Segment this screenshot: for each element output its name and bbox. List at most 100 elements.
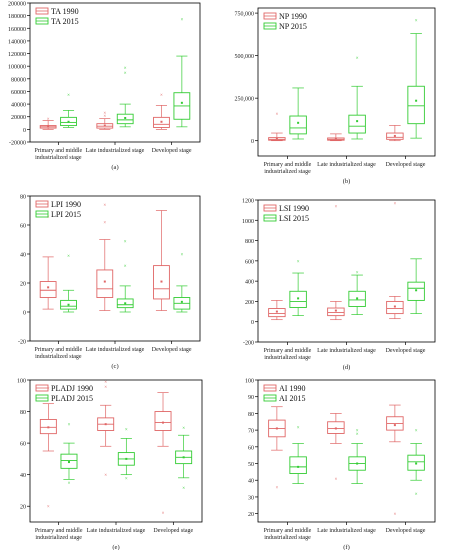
chart-panel: -200 0 200 400 600 800 1000 1200 Primary and mid… — [242, 199, 436, 371]
x-category-label: Late industrialized stage — [86, 347, 145, 353]
mean-marker — [297, 297, 300, 300]
outlier-marker: × — [124, 72, 127, 77]
y-tick-label: 40 — [20, 473, 26, 479]
mean-marker — [160, 280, 163, 283]
box-series2: ×× — [60, 423, 78, 487]
mean-marker — [67, 120, 70, 123]
y-tick-label: 0 — [23, 128, 26, 134]
box-series2: ×× — [116, 240, 134, 313]
box-series1: × — [39, 215, 57, 310]
box-iqr — [289, 456, 307, 475]
x-category-label: Late industrialized stage — [317, 528, 376, 534]
outlier-marker: × — [103, 111, 106, 116]
y-tick-label: 0 — [23, 311, 26, 317]
mean-marker — [356, 462, 359, 465]
box-series1: × — [268, 406, 286, 491]
chart-panel: -20000 0 20000 40000 60000 80000 100000 120000 1… — [8, 2, 201, 171]
panel-label: (a) — [111, 164, 118, 171]
outlier-marker: × — [162, 512, 165, 517]
mean-marker — [297, 465, 300, 468]
panel-label: (e) — [112, 544, 119, 550]
legend-entry: PLADJ 1990 — [51, 384, 93, 393]
box-iqr — [268, 308, 286, 318]
mean-marker — [67, 303, 70, 306]
outlier-marker: × — [125, 428, 128, 433]
x-category-label: Late industrialized stage — [87, 528, 146, 534]
chart-panel: 0 250,000 500,000 750,000 Primary and middle… — [235, 7, 436, 185]
box-series2: × — [173, 253, 191, 313]
y-tick-label: 400 — [245, 280, 254, 286]
y-tick-label: 500,000 — [235, 54, 255, 60]
y-tick-label: 20 — [20, 282, 26, 288]
box-series1 — [327, 133, 345, 142]
y-tick-label: 180000 — [8, 14, 26, 20]
legend-entry: TA 1990 — [51, 7, 79, 16]
box-series1: × — [327, 205, 345, 321]
box-series1: × — [154, 392, 172, 517]
mean-marker — [180, 101, 183, 104]
box-series1: × — [153, 94, 170, 130]
box-series1: × — [327, 413, 345, 483]
outlier-marker: × — [297, 426, 300, 431]
mean-marker — [334, 137, 337, 140]
outlier-marker: × — [124, 240, 127, 245]
box-iqr — [154, 411, 172, 431]
mean-marker — [356, 297, 359, 300]
y-tick-label: 80000 — [11, 77, 26, 83]
box-iqr — [289, 290, 307, 308]
legend-entry: PLADJ 2015 — [51, 394, 93, 403]
mean-marker — [124, 116, 127, 119]
x-category-label: Primary and middle — [264, 348, 312, 354]
box-iqr — [96, 269, 114, 298]
outlier-marker: × — [393, 202, 396, 207]
box-series2 — [289, 87, 307, 140]
outlier-marker: × — [393, 513, 396, 518]
outlier-marker: × — [415, 19, 418, 24]
outlier-marker: × — [103, 221, 106, 226]
box-series2: ×× — [407, 429, 425, 498]
y-tick-label: 40 — [248, 479, 254, 485]
y-tick-label: 40000 — [11, 103, 26, 109]
y-tick-label: 60000 — [11, 90, 26, 96]
y-tick-label: 0 — [251, 139, 254, 145]
outlier-marker: × — [356, 429, 359, 434]
mean-marker — [275, 310, 278, 313]
y-tick-label: 200000 — [8, 2, 26, 8]
box-series2: ×× — [116, 66, 134, 128]
box-iqr — [407, 85, 425, 125]
outlier-marker: × — [182, 486, 185, 491]
x-category-label: industrialized stage — [264, 535, 311, 541]
y-tick-label: 60 — [20, 442, 26, 448]
y-tick-label: 140000 — [8, 39, 26, 45]
outlier-marker: × — [180, 18, 183, 23]
box-series2: ×× — [117, 428, 135, 482]
legend-entry: LPI 2015 — [51, 210, 81, 219]
mean-marker — [297, 121, 300, 124]
mean-marker — [180, 300, 183, 303]
y-tick-label: 40 — [20, 253, 26, 259]
x-category-label: industrialized stage — [35, 155, 82, 161]
mean-marker — [415, 462, 418, 465]
y-tick-label: 100000 — [8, 65, 26, 71]
y-tick-label: 1200 — [242, 199, 254, 205]
mean-marker — [47, 125, 50, 128]
box-iqr — [348, 114, 366, 134]
x-category-label: Late industrialized stage — [317, 348, 376, 354]
outlier-marker: × — [160, 94, 163, 99]
box-series1: × — [386, 404, 404, 518]
chart-panel: -20 0 20 40 60 80 Primary and middleindustrial… — [18, 195, 201, 370]
y-tick-label: 90 — [248, 395, 254, 401]
box-series2: × — [60, 94, 77, 128]
mean-marker — [334, 309, 337, 312]
outlier-marker: × — [67, 254, 70, 259]
box-series1: × — [39, 118, 57, 130]
panel-label: (c) — [111, 363, 118, 370]
outlier-marker: × — [297, 260, 300, 265]
x-category-label: Primary and middle — [34, 148, 82, 154]
mean-marker — [415, 289, 418, 292]
